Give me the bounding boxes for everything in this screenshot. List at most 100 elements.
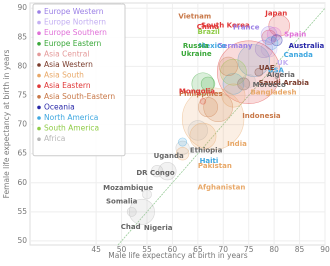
legend-label: Europe Eastern xyxy=(44,39,102,48)
x-tick-label: 65 xyxy=(193,245,203,254)
legend-label: Oceania xyxy=(44,102,75,111)
y-tick-label: 75 xyxy=(17,90,27,99)
legend-box xyxy=(32,3,126,157)
legend-label: Asia South-Eastern xyxy=(44,92,115,101)
country-label: Somalia xyxy=(106,197,138,205)
legend-marker xyxy=(37,63,41,67)
bubble xyxy=(189,122,217,150)
x-tick-label: 45 xyxy=(91,245,101,254)
equality-line xyxy=(117,7,326,246)
bubble xyxy=(128,198,155,225)
bubble xyxy=(216,40,281,104)
country-label: Afghanistan xyxy=(198,184,246,192)
legend-marker xyxy=(37,31,41,35)
country-label: Russia xyxy=(183,42,209,50)
bubble xyxy=(260,40,278,58)
country-label: South Korea xyxy=(201,21,250,29)
bubble xyxy=(151,165,164,178)
country-label: Brazil xyxy=(197,28,219,36)
country-label: Chad xyxy=(121,223,141,231)
country-label: Saudi Arabia xyxy=(259,79,310,87)
country-label: Morocco xyxy=(253,81,286,89)
bubble xyxy=(142,189,152,200)
y-tick-label: 85 xyxy=(17,32,27,41)
country-label: Uganda xyxy=(154,152,184,160)
legend-marker xyxy=(37,42,41,46)
bubble xyxy=(268,14,291,37)
bubble xyxy=(175,147,190,161)
country-label: Germany xyxy=(217,42,253,50)
legend-marker xyxy=(37,95,41,99)
legend-label: Europe Southern xyxy=(44,28,107,37)
legend-label: Asia Central xyxy=(44,49,89,58)
country-label: UAE xyxy=(259,64,275,72)
country-label: Japan xyxy=(264,10,287,18)
country-label: Bangladesh xyxy=(250,88,296,96)
bubble xyxy=(266,27,282,42)
bubble xyxy=(264,36,279,50)
bubble xyxy=(200,76,216,92)
country-label: China xyxy=(197,23,220,31)
bubble xyxy=(191,72,215,96)
legend-label: Europe Western xyxy=(44,7,104,16)
y-tick-label: 65 xyxy=(17,149,27,158)
legend-marker xyxy=(37,105,41,110)
country-label: Spain xyxy=(284,30,306,38)
country-label: Algeria xyxy=(267,71,295,79)
country-label: Indonesia xyxy=(242,112,281,120)
country-label: Mongolia xyxy=(179,87,215,95)
legend-marker xyxy=(37,116,41,120)
x-tick-label: 80 xyxy=(269,245,279,254)
bubble xyxy=(187,120,208,141)
legend-label: Europe Northern xyxy=(44,18,106,27)
x-tick-label: 75 xyxy=(244,245,254,254)
y-axis-label: Female life expectancy at birth in years xyxy=(2,50,11,199)
country-label: Vietnam xyxy=(178,12,211,20)
country-label: France xyxy=(233,23,260,31)
legend-label: South America xyxy=(44,124,99,133)
country-label: Ethiopia xyxy=(190,146,223,154)
legend-marker xyxy=(37,52,41,57)
bubble xyxy=(181,87,245,150)
legend-label: North America xyxy=(44,113,98,122)
y-tick-label: 70 xyxy=(17,120,27,129)
country-label: Mexico xyxy=(198,42,226,50)
y-tick-label: 55 xyxy=(17,207,27,216)
bubble xyxy=(260,26,278,43)
legend-label: Asia South xyxy=(44,71,84,80)
x-tick-label: 55 xyxy=(142,245,152,254)
country-label: DR Congo xyxy=(136,169,175,177)
bubble xyxy=(178,137,188,147)
y-tick-label: 80 xyxy=(17,61,27,70)
country-label: Philippines xyxy=(179,90,223,98)
country-label: Pakistan xyxy=(198,162,232,170)
country-label: UK xyxy=(277,59,289,67)
legend-marker xyxy=(37,137,41,141)
legend-label: Africa xyxy=(44,134,65,143)
bubble xyxy=(197,97,219,118)
legend-marker xyxy=(37,20,41,25)
legend-label: Asia Western xyxy=(44,60,93,69)
x-tick-label: 60 xyxy=(168,245,178,254)
country-label: Ukraine xyxy=(181,50,212,58)
x-tick-label: 50 xyxy=(117,245,127,254)
y-tick-label: 60 xyxy=(17,178,27,187)
x-tick-label: 70 xyxy=(219,245,229,254)
legend-marker xyxy=(37,73,41,78)
y-tick-label: 50 xyxy=(17,236,27,245)
bubble xyxy=(218,56,238,77)
legend-marker xyxy=(37,126,41,131)
bubble xyxy=(237,77,251,91)
country-label: Mozambique xyxy=(103,184,153,192)
y-tick-label: 90 xyxy=(17,3,27,12)
bubble xyxy=(158,161,177,181)
country-label: India xyxy=(227,140,247,148)
bubble xyxy=(254,67,264,77)
legend-marker xyxy=(37,10,41,14)
country-label: Australia xyxy=(289,42,325,50)
bubble xyxy=(254,39,274,59)
x-axis-label: Male life expectancy at birth in years xyxy=(108,251,247,260)
x-tick-label: 90 xyxy=(320,245,330,254)
